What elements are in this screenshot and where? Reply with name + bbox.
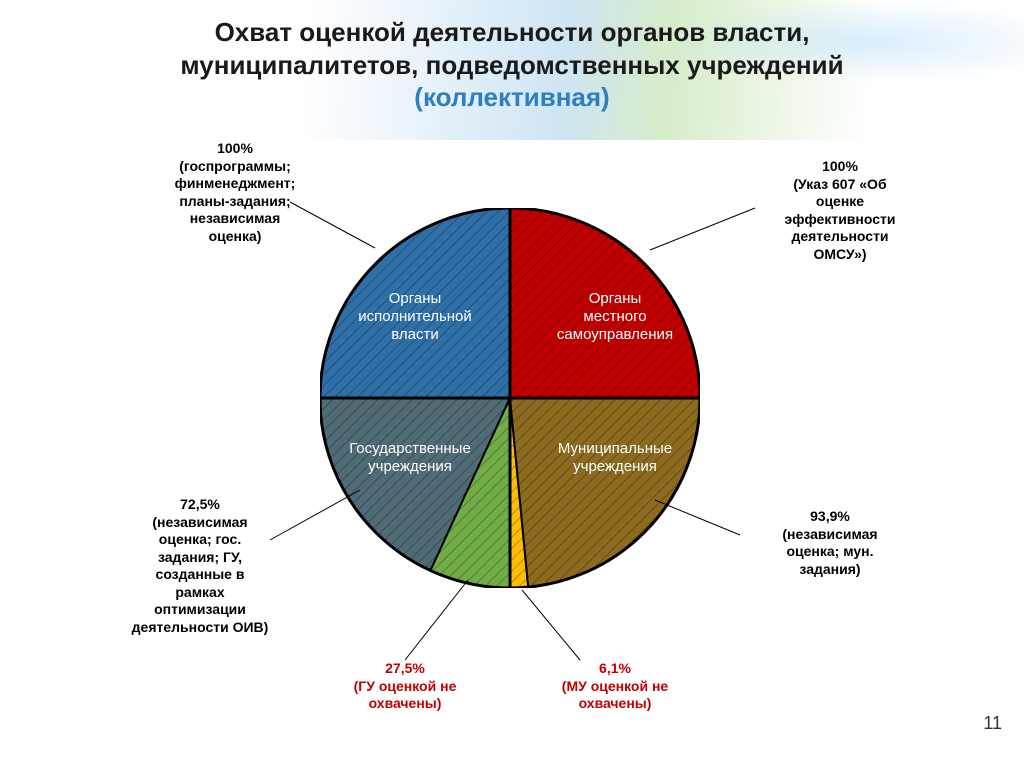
title-line-3: (коллективная) [40, 81, 984, 114]
title-block: Охват оценкой деятельности органов власт… [40, 16, 984, 114]
page-number: 11 [983, 713, 1002, 734]
leader-lines [0, 140, 1024, 740]
title-line-2: муниципалитетов, подведомственных учрежд… [40, 49, 984, 82]
chart-area: 100% (госпрограммы; финменеджмент; планы… [0, 140, 1024, 740]
slide: Охват оценкой деятельности органов власт… [0, 0, 1024, 768]
title-line-1: Охват оценкой деятельности органов власт… [40, 16, 984, 49]
